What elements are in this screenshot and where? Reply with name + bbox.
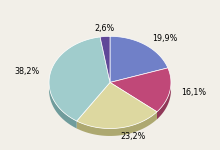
Text: 2,6%: 2,6% (94, 24, 114, 33)
Polygon shape (77, 82, 157, 129)
Polygon shape (110, 36, 168, 82)
Polygon shape (100, 36, 110, 82)
Polygon shape (49, 37, 110, 121)
Polygon shape (157, 82, 171, 119)
Text: 19,9%: 19,9% (152, 34, 178, 43)
Text: 23,2%: 23,2% (121, 132, 146, 141)
Polygon shape (77, 112, 157, 136)
Text: 16,1%: 16,1% (181, 88, 206, 97)
Polygon shape (49, 83, 77, 128)
Polygon shape (110, 68, 171, 112)
Text: 38,2%: 38,2% (14, 67, 40, 76)
